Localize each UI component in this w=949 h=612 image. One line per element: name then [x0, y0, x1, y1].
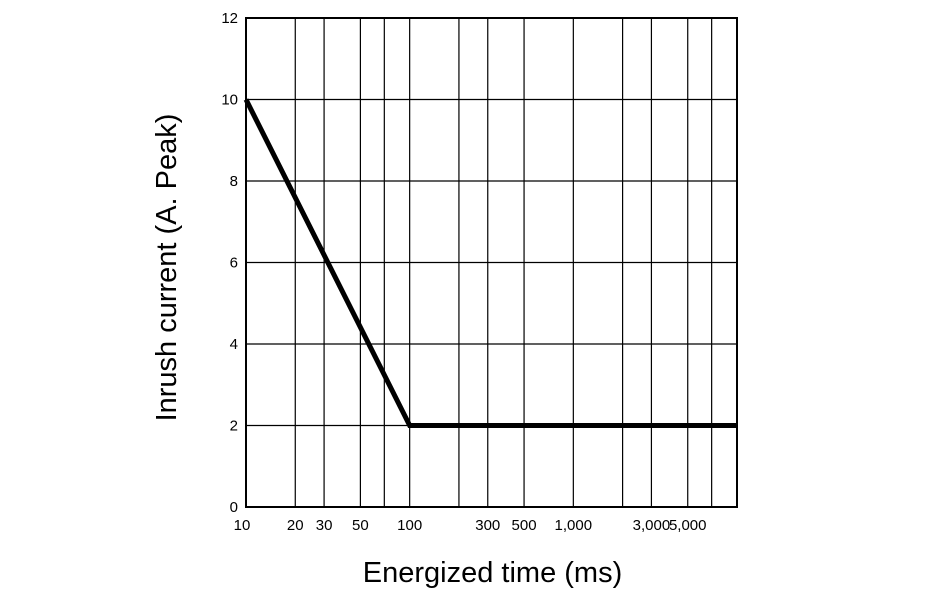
y-tick-label: 8: [230, 173, 238, 190]
x-tick-label: 50: [352, 517, 369, 534]
x-tick-label: 1,000: [555, 517, 593, 534]
y-tick-label: 2: [230, 418, 238, 435]
series-group: [243, 98, 737, 428]
x-tick-label: 3,000: [633, 517, 671, 534]
x-tick-label: 20: [287, 517, 304, 534]
x-tick-label: 500: [512, 517, 537, 534]
y-tick-label: 0: [230, 499, 238, 516]
y-gridlines: [246, 17, 737, 508]
y-tick-label: 12: [221, 10, 238, 27]
series-line: [243, 98, 737, 428]
x-tick-label: 100: [397, 517, 422, 534]
x-tick-label: 30: [316, 517, 333, 534]
y-tick-labels: 0 2 4 6 8 10 12: [221, 10, 238, 516]
plot-frame: [245, 17, 738, 508]
y-tick-label: 4: [230, 336, 238, 353]
x-tick-label: 10: [234, 517, 251, 534]
x-axis-label: Energized time (ms): [363, 557, 622, 589]
x-tick-label: 300: [475, 517, 500, 534]
y-axis-label: Inrush current (A. Peak): [151, 114, 183, 422]
y-tick-label: 6: [230, 255, 238, 272]
y-tick-label: 10: [221, 92, 238, 109]
x-tick-label: 5,000: [669, 517, 707, 534]
